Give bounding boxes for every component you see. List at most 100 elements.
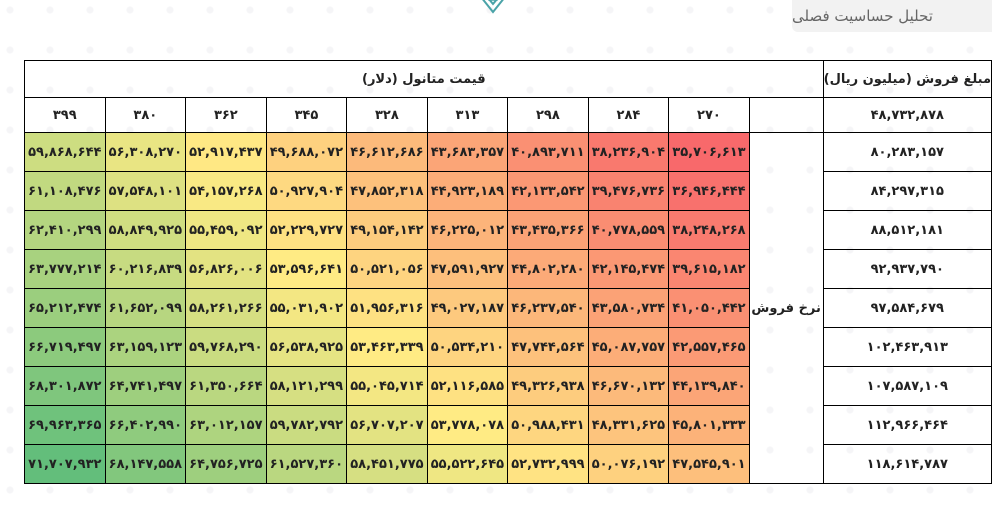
rate-cell: ۱۰۲,۴۶۳,۹۱۳: [822, 327, 992, 367]
table-cell: ۴۹,۱۵۴,۱۴۲: [346, 210, 428, 250]
table-cell: ۵۵,۵۲۲,۶۴۵: [426, 444, 509, 484]
table-cell: ۵۳,۷۷۸,۰۷۸: [426, 405, 509, 445]
price-header-cell: ۳۹۹: [24, 97, 106, 133]
sensitivity-table: مبلغ فروش (میلیون ریال) قیمت متانول (دلا…: [24, 60, 992, 484]
table-cell: ۳۵,۷۰۶,۶۱۳: [668, 132, 750, 172]
table-cell: ۴۷,۸۵۲,۳۱۸: [346, 171, 428, 211]
rate-label: نرخ فروش: [748, 132, 824, 484]
table-cell: ۵۰,۵۳۴,۲۱۰: [426, 327, 509, 367]
table-cell: ۵۹,۷۶۸,۲۹۰: [185, 327, 267, 367]
table-cell: ۴۹,۳۲۶,۹۳۸: [507, 366, 589, 406]
price-header-cell: ۲۹۸: [507, 97, 589, 133]
table-cell: ۶۹,۹۶۳,۳۶۵: [24, 405, 106, 445]
rate-cell: ۸۸,۵۱۲,۱۸۱: [822, 210, 992, 250]
table-cell: ۶۳,۷۷۷,۲۱۴: [24, 249, 106, 289]
table-cell: ۵۶,۳۰۸,۲۷۰: [104, 132, 187, 172]
table-row: ۱۱۲,۹۶۶,۴۶۴ ۴۵,۸۰۱,۳۳۳ ۴۸,۳۳۱,۶۲۵ ۵۰,۹۸۸,۴۳…: [24, 405, 992, 445]
table-cell: ۵۸,۱۲۱,۲۹۹: [265, 366, 348, 406]
table-cell: ۶۸,۱۴۷,۵۵۸: [104, 444, 187, 484]
table-cell: ۴۲,۵۵۷,۴۶۵: [668, 327, 750, 367]
table-body: مبلغ فروش (میلیون ریال) قیمت متانول (دلا…: [24, 60, 992, 484]
table-cell: ۴۰,۷۷۸,۵۵۹: [587, 210, 670, 250]
sensitivity-table-container: مبلغ فروش (میلیون ریال) قیمت متانول (دلا…: [24, 60, 992, 484]
table-cell: ۴۱,۰۵۰,۴۴۲: [668, 288, 750, 328]
table-cell: ۵۷,۵۴۸,۱۰۱: [104, 171, 187, 211]
table-cell: ۴۳,۴۳۵,۳۶۶: [507, 210, 589, 250]
table-cell: ۴۷,۵۹۱,۹۲۷: [426, 249, 509, 289]
rate-cell: ۹۲,۹۳۷,۷۹۰: [822, 249, 992, 289]
rate-cell: ۱۱۲,۹۶۶,۴۶۴: [822, 405, 992, 445]
table-row: ۹۲,۹۳۷,۷۹۰ ۳۹,۶۱۵,۱۸۲ ۴۲,۱۴۵,۴۷۴ ۴۴,۸۰۲,۲۸۰…: [24, 249, 992, 289]
table-cell: ۴۶,۲۲۵,۰۱۲: [426, 210, 509, 250]
table-cell: ۴۵,۸۰۱,۳۳۳: [668, 405, 750, 445]
price-header-cell: ۳۶۲: [185, 97, 267, 133]
table-cell: ۵۲,۹۱۷,۴۳۷: [185, 132, 267, 172]
table-header-row: مبلغ فروش (میلیون ریال) قیمت متانول (دلا…: [24, 60, 992, 98]
table-cell: ۵۶,۵۳۸,۹۲۵: [265, 327, 348, 367]
table-cell: ۵۵,۰۴۵,۷۱۴: [346, 366, 428, 406]
rate-cell: ۱۰۷,۵۸۷,۱۰۹: [822, 366, 992, 406]
table-cell: ۶۳,۰۱۲,۱۵۷: [185, 405, 267, 445]
corner-label: مبلغ فروش (میلیون ریال): [822, 60, 992, 98]
table-cell: ۳۶,۹۴۶,۴۴۴: [668, 171, 750, 211]
table-cell: ۶۸,۳۰۱,۸۷۲: [24, 366, 106, 406]
table-cell: ۶۴,۷۵۶,۷۲۵: [185, 444, 267, 484]
table-cell: ۶۲,۴۱۰,۲۹۹: [24, 210, 106, 250]
price-header-cell: ۳۸۰: [104, 97, 187, 133]
table-cell: ۵۸,۸۴۹,۹۲۵: [104, 210, 187, 250]
table-cell: ۵۴,۱۵۷,۲۶۸: [185, 171, 267, 211]
table-cell: ۵۶,۷۰۷,۲۰۷: [346, 405, 428, 445]
table-cell: ۵۶,۸۲۶,۰۰۶: [185, 249, 267, 289]
price-header-cell: ۲۷۰: [668, 97, 750, 133]
table-cell: ۶۵,۲۱۲,۴۷۴: [24, 288, 106, 328]
table-cell: ۴۶,۲۳۷,۵۴۰: [507, 288, 589, 328]
table-cell: ۵۰,۵۲۱,۰۵۶: [346, 249, 428, 289]
rate-cell: ۱۱۸,۶۱۴,۷۸۷: [822, 444, 992, 484]
table-cell: ۴۵,۰۸۷,۷۵۷: [587, 327, 670, 367]
table-row: ۸۸,۵۱۲,۱۸۱ ۳۸,۲۴۸,۲۶۸ ۴۰,۷۷۸,۵۵۹ ۴۳,۴۳۵,۳۶۶…: [24, 210, 992, 250]
table-cell: ۶۶,۷۱۹,۴۹۷: [24, 327, 106, 367]
price-title: قیمت متانول (دلار): [24, 60, 824, 98]
table-cell: ۵۲,۱۱۶,۵۸۵: [426, 366, 509, 406]
table-cell: ۵۰,۹۲۷,۹۰۴: [265, 171, 348, 211]
rate-cell: ۹۷,۵۸۴,۶۷۹: [822, 288, 992, 328]
table-cell: ۳۹,۶۱۵,۱۸۲: [668, 249, 750, 289]
table-cell: ۶۴,۷۴۱,۴۹۷: [104, 366, 187, 406]
table-cell: ۴۷,۷۴۴,۵۶۴: [507, 327, 589, 367]
table-cell: ۷۱,۷۰۷,۹۳۲: [24, 444, 106, 484]
table-cell: ۵۸,۴۵۱,۷۷۵: [346, 444, 428, 484]
logo-icon: [482, 0, 504, 14]
table-row: ۸۴,۲۹۷,۳۱۵ ۳۶,۹۴۶,۴۴۴ ۳۹,۴۷۶,۷۳۶ ۴۲,۱۳۳,۵۴۲…: [24, 171, 992, 211]
table-cell: ۵۰,۹۸۸,۴۳۱: [507, 405, 589, 445]
table-row: ۱۰۲,۴۶۳,۹۱۳ ۴۲,۵۵۷,۴۶۵ ۴۵,۰۸۷,۷۵۷ ۴۷,۷۴۴,۵۶…: [24, 327, 992, 367]
price-header-cell: ۳۱۳: [426, 97, 509, 133]
table-cell: ۶۰,۲۱۶,۸۳۹: [104, 249, 187, 289]
price-header-cell: ۳۴۵: [265, 97, 348, 133]
table-cell: ۶۱,۵۲۷,۳۶۰: [265, 444, 348, 484]
table-cell: ۵۳,۴۶۳,۳۳۹: [346, 327, 428, 367]
table-row: ۱۱۸,۶۱۴,۷۸۷ ۴۷,۵۴۵,۹۰۱ ۵۰,۰۷۶,۱۹۲ ۵۲,۷۳۲,۹۹…: [24, 444, 992, 484]
table-cell: ۴۷,۵۴۵,۹۰۱: [668, 444, 750, 484]
table-cell: ۴۸,۳۳۱,۶۲۵: [587, 405, 670, 445]
table-cell: ۴۴,۸۰۲,۲۸۰: [507, 249, 589, 289]
table-cell: ۴۲,۱۳۳,۵۴۲: [507, 171, 589, 211]
base-value: ۴۸,۷۳۲,۸۷۸: [822, 97, 992, 133]
table-cell: ۵۲,۷۳۲,۹۹۹: [507, 444, 589, 484]
table-cell: ۵۲,۲۲۹,۷۲۷: [265, 210, 348, 250]
price-header-cell: ۲۸۴: [587, 97, 670, 133]
rate-cell: ۸۰,۲۸۳,۱۵۷: [822, 132, 992, 172]
table-cell: ۵۱,۹۵۶,۳۱۶: [346, 288, 428, 328]
table-cell: ۶۱,۱۰۸,۴۷۶: [24, 171, 106, 211]
table-cell: ۳۹,۴۷۶,۷۳۶: [587, 171, 670, 211]
table-cell: ۴۹,۰۲۷,۱۸۷: [426, 288, 509, 328]
table-cell: ۴۰,۸۹۳,۷۱۱: [507, 132, 589, 172]
table-cell: ۴۶,۶۷۰,۱۳۲: [587, 366, 670, 406]
table-cell: ۳۸,۲۴۸,۲۶۸: [668, 210, 750, 250]
empty-cell: [748, 97, 824, 133]
rate-cell: ۸۴,۲۹۷,۳۱۵: [822, 171, 992, 211]
table-cell: ۴۹,۶۸۸,۰۷۲: [265, 132, 348, 172]
table-cell: ۴۶,۶۱۲,۶۸۶: [346, 132, 428, 172]
price-header-row: ۴۸,۷۳۲,۸۷۸ ۲۷۰ ۲۸۴ ۲۹۸ ۳۱۳ ۳۲۸ ۳۴۵ ۳۶۲ ۳۸۰ ۳۹۹: [24, 97, 992, 133]
table-cell: ۴۴,۱۳۹,۸۴۰: [668, 366, 750, 406]
table-cell: ۵۹,۷۸۲,۷۹۲: [265, 405, 348, 445]
